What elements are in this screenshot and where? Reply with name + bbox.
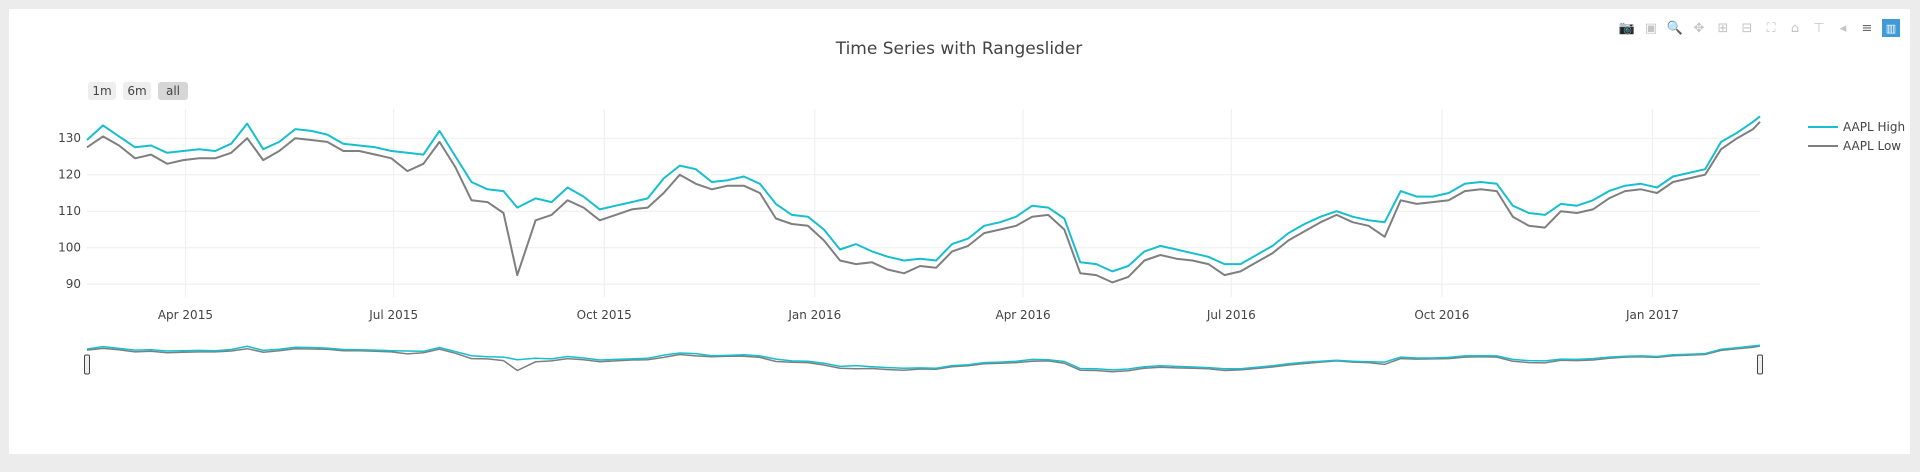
hover-closest-icon[interactable]: ◂ <box>1839 20 1847 36</box>
legend-label: AAPL Low <box>1843 139 1901 153</box>
x-tick-label: Oct 2015 <box>577 308 632 322</box>
range-button-label: 6m <box>127 84 146 98</box>
range-button-6m[interactable]: 6m <box>123 82 151 100</box>
plot-frame: 📷 ▣ 🔍 ✥ ⊞ ⊟ ⛶ ⌂ ⊤ ◂ ≡ ▥ 1m 6m all Time Series with Ra… <box>9 9 1910 454</box>
y-tick-label: 100 <box>58 241 81 255</box>
x-tick-label: Jul 2016 <box>1206 308 1256 322</box>
series-lines[interactable] <box>86 115 1761 284</box>
series-line-aapl-low[interactable] <box>86 121 1761 284</box>
range-slider[interactable] <box>84 340 1763 378</box>
range-button-bg[interactable] <box>88 82 116 100</box>
autoscale-icon[interactable]: ⛶ <box>1766 20 1776 36</box>
legend-label: AAPL High <box>1843 120 1905 134</box>
x-tick-label: Jul 2015 <box>368 308 418 322</box>
x-tick-label: Oct 2016 <box>1414 308 1469 322</box>
slider-line-aapl-low <box>86 345 1761 373</box>
x-tick-label: Apr 2015 <box>158 308 213 322</box>
pan-icon[interactable]: ✥ <box>1693 20 1705 36</box>
slider-handle-left[interactable] <box>84 354 90 375</box>
zoom-in-icon[interactable]: ⊞ <box>1717 20 1729 36</box>
spike-lines-icon[interactable]: ⊤ <box>1813 20 1825 36</box>
legend: AAPL High AAPL Low <box>1808 120 1905 153</box>
y-tick-label: 110 <box>58 204 81 218</box>
reset-axes-icon[interactable]: ⌂ <box>1790 20 1800 36</box>
y-tick-label: 130 <box>58 131 81 145</box>
plotly-logo-icon[interactable]: ▥ <box>1882 19 1900 37</box>
range-button-all[interactable]: all <box>158 82 188 100</box>
legend-item[interactable]: AAPL Low <box>1808 139 1901 153</box>
x-tick-label: Jan 2016 <box>787 308 841 322</box>
zoom-icon[interactable]: 🔍 <box>1666 20 1684 36</box>
range-button-bg[interactable] <box>158 82 188 100</box>
slider-line-aapl-high <box>86 344 1761 371</box>
chart-title: Time Series with Rangeslider <box>835 39 1083 59</box>
save-icon[interactable]: ▣ <box>1644 20 1658 36</box>
camera-icon[interactable]: 📷 <box>1618 20 1636 36</box>
y-axis-ticks: 90 100 110 120 130 <box>58 131 81 291</box>
hover-compare-icon[interactable]: ≡ <box>1861 20 1873 36</box>
y-tick-label: 90 <box>66 277 81 291</box>
zoom-out-icon[interactable]: ⊟ <box>1741 20 1753 36</box>
range-selector: 1m 6m all <box>88 82 188 100</box>
slider-handle-right[interactable] <box>1757 354 1763 375</box>
y-tick-label: 120 <box>58 168 81 182</box>
modebar: 📷 ▣ 🔍 ✥ ⊞ ⊟ ⛶ ⌂ ⊤ ◂ ≡ ▥ <box>1618 19 1900 37</box>
time-series-chart: 1m 6m all Time Series with Rangeslider 90 1… <box>58 39 1905 378</box>
x-tick-label: Jan 2017 <box>1625 308 1679 322</box>
range-button-label: 1m <box>92 84 111 98</box>
range-button-bg[interactable] <box>123 82 151 100</box>
gridlines <box>87 109 1760 297</box>
range-slider-bg[interactable] <box>87 340 1760 378</box>
series-line-aapl-high[interactable] <box>86 115 1761 273</box>
range-button-1m[interactable]: 1m <box>88 82 116 100</box>
x-tick-label: Apr 2016 <box>995 308 1050 322</box>
legend-item[interactable]: AAPL High <box>1808 120 1905 134</box>
x-axis-ticks: Apr 2015 Jul 2015 Oct 2015 Jan 2016 Apr 2016… <box>158 308 1679 322</box>
range-button-label: all <box>166 84 180 98</box>
